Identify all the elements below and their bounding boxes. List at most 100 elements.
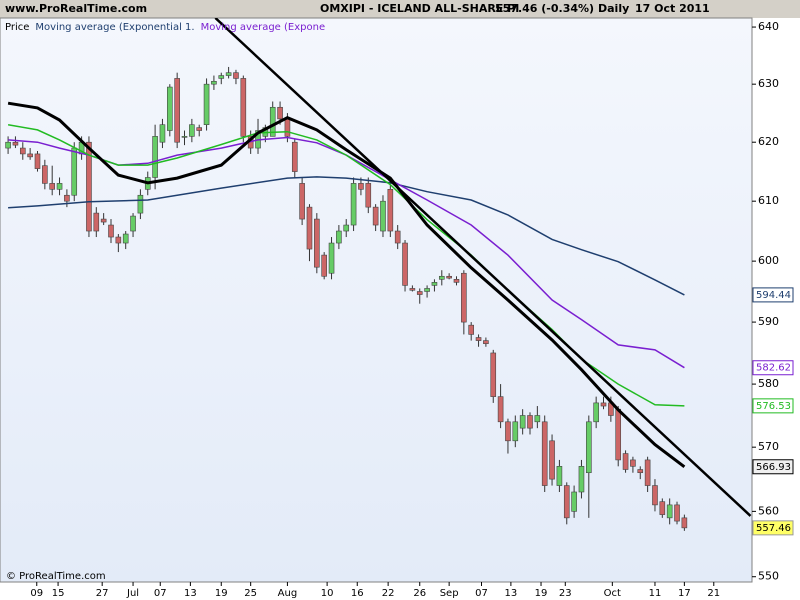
x-tick-label: 13 (505, 588, 518, 599)
candle-body (19, 147, 26, 155)
candle-body (402, 242, 408, 286)
candle-body (622, 453, 629, 470)
candle-body (600, 402, 607, 407)
last-price-box (752, 520, 794, 536)
candle-body (343, 224, 350, 232)
candle-body (5, 141, 11, 149)
candle-body (505, 421, 511, 442)
value-box-label: 594.44 (756, 290, 791, 301)
quote: 557.46 (-0.34%) (495, 2, 594, 15)
candle-body (630, 459, 636, 467)
value-box-label: 576.53 (756, 401, 791, 412)
candle-body (556, 466, 563, 486)
candle-body (372, 206, 379, 226)
candle-body (49, 183, 55, 190)
candle-body (174, 78, 180, 143)
y-tick-label: 560 (758, 504, 779, 517)
candle-body (380, 200, 386, 232)
moving-average-line (8, 176, 685, 296)
candle-body (86, 141, 92, 232)
candle-body (314, 218, 320, 268)
x-tick-label: Oct (604, 588, 621, 599)
candle-body (416, 291, 423, 295)
candle-body (365, 183, 372, 208)
y-tick-label: 580 (758, 377, 779, 390)
candle-body (122, 233, 129, 244)
candle-body (321, 254, 327, 277)
candle-body (269, 106, 276, 137)
y-tick-label: 550 (758, 570, 779, 583)
candle-body (644, 459, 651, 486)
candle-body (159, 124, 166, 143)
candle-body (571, 491, 577, 512)
value-box-label: 566.93 (756, 462, 791, 473)
candle-body (196, 127, 203, 131)
candle-body (108, 224, 114, 238)
x-tick-label: 17 (678, 588, 691, 599)
y-tick-label: 600 (758, 254, 779, 267)
candle-body (115, 236, 122, 244)
candle-body (512, 421, 519, 442)
candle-body (130, 215, 136, 232)
x-tick-label: 11 (649, 588, 662, 599)
candle-body (483, 340, 489, 344)
legend-item: Moving average (Expone (201, 22, 326, 33)
legend-item: Moving average (Exponential 1. (35, 22, 194, 33)
candle-body (453, 279, 460, 283)
candle-body (350, 183, 357, 226)
candle-body (299, 183, 305, 220)
candle-body (71, 147, 78, 196)
candle-body (152, 136, 158, 178)
y-tick-label: 610 (758, 194, 779, 207)
candle-body (637, 469, 644, 474)
candle-body (64, 194, 70, 202)
candle-body (666, 504, 673, 519)
x-tick-label: 07 (154, 588, 167, 599)
x-tick-label: 26 (413, 588, 426, 599)
y-tick-label: 630 (758, 77, 779, 90)
candle-body (291, 141, 298, 172)
candle-body (93, 212, 100, 232)
site: www.ProRealTime.com (5, 2, 147, 15)
x-tick-label: 27 (96, 588, 109, 599)
candle-body (431, 282, 438, 286)
candle-body (593, 402, 599, 423)
candle-body (527, 415, 533, 429)
candle-body (586, 421, 592, 474)
candle-body (56, 183, 63, 190)
x-tick-label: 15 (52, 588, 65, 599)
x-tick-label: 19 (215, 588, 228, 599)
x-tick-label: 22 (382, 588, 395, 599)
candle-body (475, 337, 482, 341)
value-box (752, 398, 794, 414)
x-tick-label: 09 (30, 588, 43, 599)
x-tick-label: 10 (321, 588, 334, 599)
candle-body (461, 272, 467, 323)
candle-body (358, 183, 364, 190)
candle-body (409, 288, 416, 291)
value-box (752, 360, 794, 376)
y-tick-label: 620 (758, 135, 779, 148)
candle-body (446, 275, 452, 279)
x-tick-label: 23 (559, 588, 572, 599)
candle-body (137, 194, 144, 214)
candle-body (233, 72, 239, 79)
candle-body (336, 230, 342, 244)
y-tick-label: 570 (758, 440, 779, 453)
candle-body (306, 206, 313, 250)
candle-body (659, 501, 666, 515)
chart-title: OMXIPI - ICELAND ALL-SHARE PI (320, 2, 519, 15)
candle-body (681, 517, 688, 529)
plot-area (0, 17, 753, 583)
x-tick-label: Aug (278, 588, 298, 599)
candle-body (541, 421, 548, 486)
candle-body (12, 141, 19, 146)
moving-average-line (7, 101, 686, 468)
candle-body (100, 218, 107, 223)
candle-body (674, 504, 680, 522)
candle-body (225, 72, 232, 76)
date: 17 Oct 2011 (635, 2, 710, 15)
x-tick-label: 25 (244, 588, 257, 599)
y-tick-label: 640 (758, 20, 779, 33)
